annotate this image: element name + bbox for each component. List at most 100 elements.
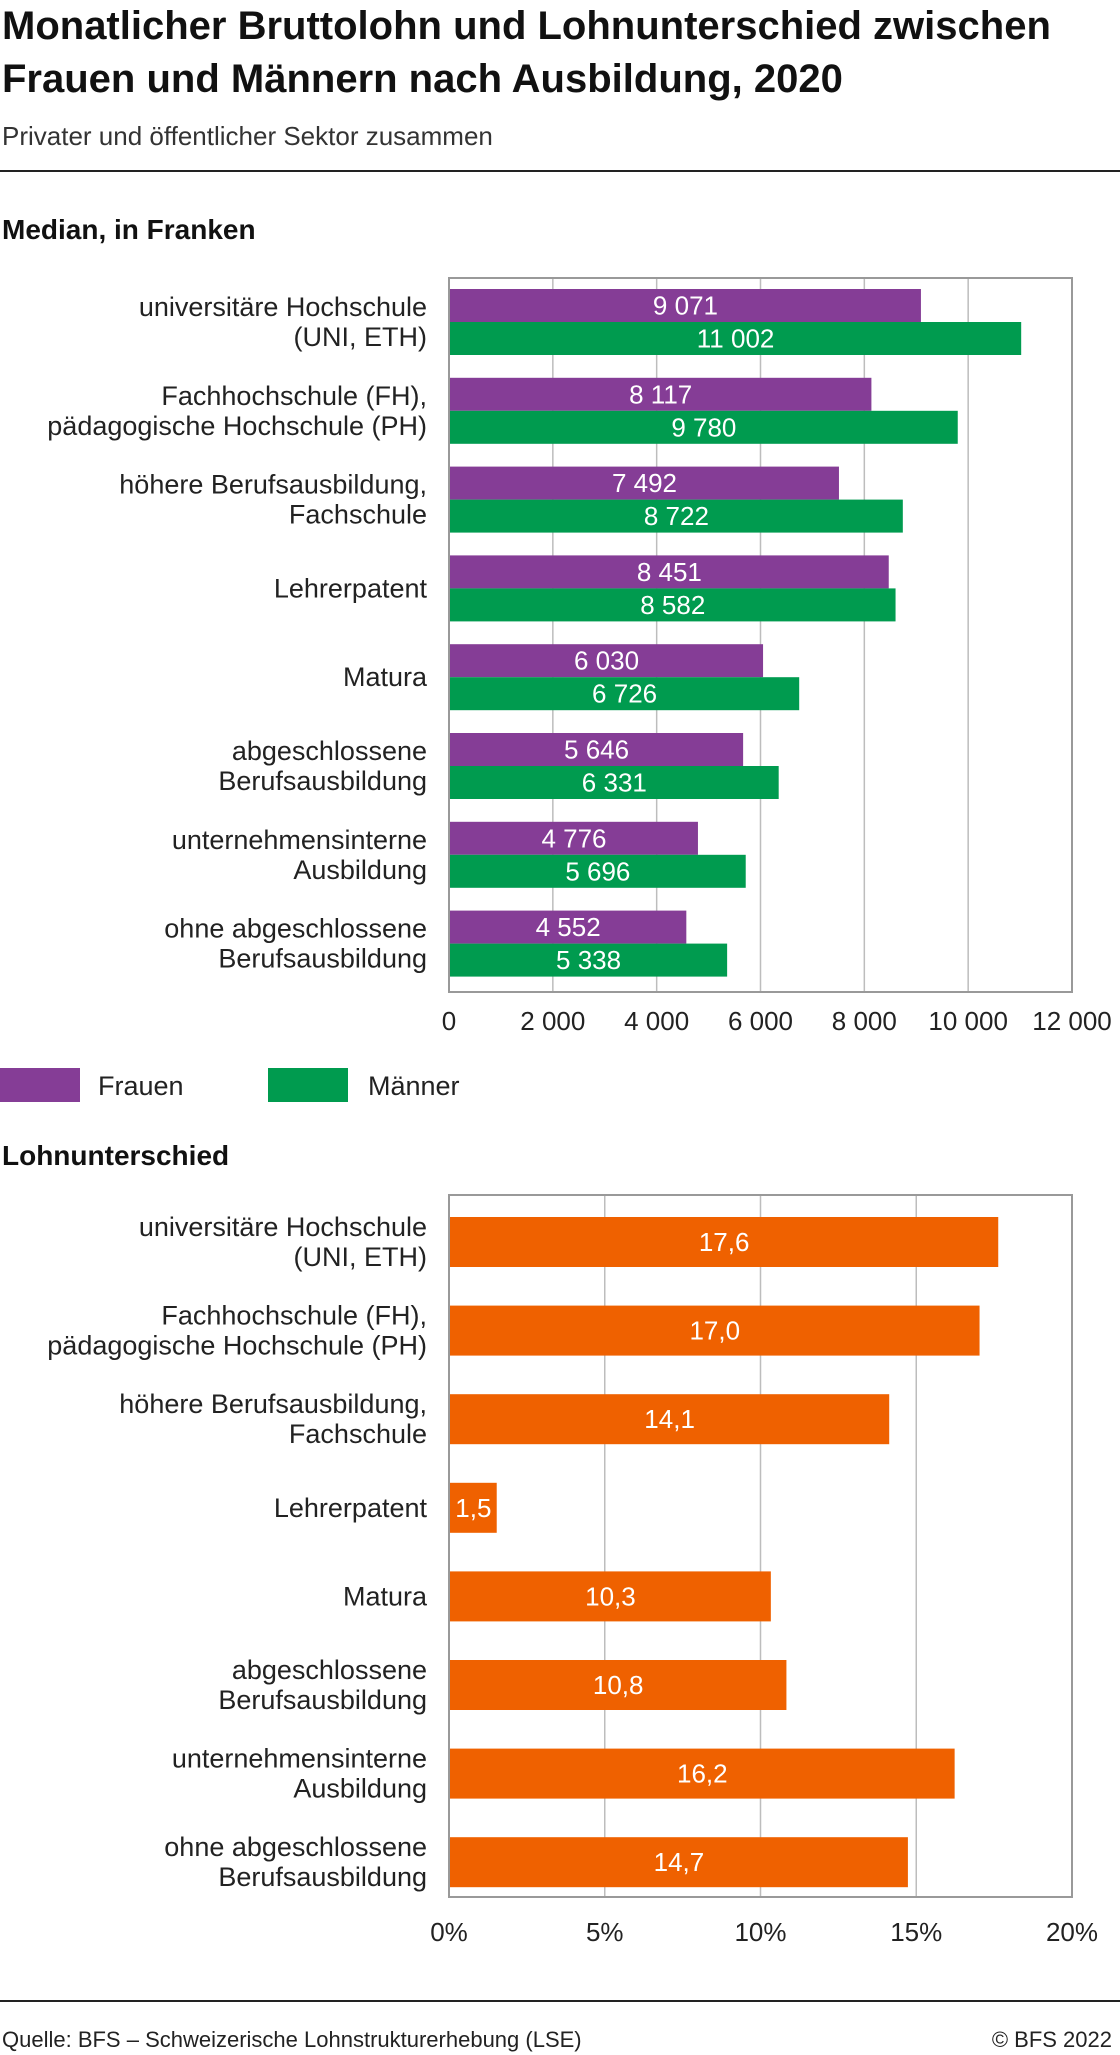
tick-label: 20% [1046,1917,1098,1947]
category-label: Berufsausbildung [218,766,427,796]
bar [450,1837,908,1888]
bar [450,1305,980,1356]
category-label: Ausbildung [293,855,427,885]
tick-label: 10% [734,1917,786,1947]
tick-label: 2 000 [520,1006,585,1036]
category-label: Berufsausbildung [218,1685,427,1715]
tick-label: 6 000 [728,1006,793,1036]
copyright: © BFS 2022 [991,2027,1112,2052]
data-label: 6 331 [582,768,647,798]
data-label: 5 696 [565,856,630,886]
data-label: 8 722 [644,501,709,531]
gap-section-title: Lohnunterschied [2,1140,230,1171]
category-label: Fachhochschule (FH), [161,381,427,411]
chart-subtitle: Privater und öffentlicher Sektor zusamme… [2,121,493,151]
bar [450,499,903,533]
category-label: Lehrerpatent [274,1493,428,1523]
legend-label-maenner: Männer [368,1071,460,1101]
legend-label-frauen: Frauen [98,1071,184,1101]
category-label: (UNI, ETH) [294,1242,427,1272]
category-label: Berufsausbildung [218,944,427,974]
bar [450,733,744,766]
data-label: 14,1 [644,1404,695,1434]
bar [450,588,896,622]
plot-frame [448,277,1073,993]
category-label: unternehmensinterne [172,825,427,855]
plot-frame [448,1194,1073,1898]
data-label: 16,2 [677,1759,728,1789]
data-label: 17,0 [689,1316,740,1346]
data-label: 8 451 [637,557,702,587]
data-label: 17,6 [699,1227,750,1257]
bar [450,1748,955,1799]
bar [450,555,889,589]
category-label: höhere Berufsausbildung, [119,1389,427,1419]
category-label: Fachschule [289,500,427,530]
data-label: 6 030 [574,646,639,676]
category-label: pädagogische Hochschule (PH) [47,411,427,441]
source-note: Quelle: BFS – Schweizerische Lohnstruktu… [2,2027,582,2052]
data-label: 14,7 [654,1847,705,1877]
data-label: 7 492 [612,468,677,498]
category-label: universitäre Hochschule [139,292,427,322]
category-label: pädagogische Hochschule (PH) [47,1331,427,1361]
data-label: 10,3 [585,1581,636,1611]
data-label: 5 646 [564,735,629,765]
category-label: universitäre Hochschule [139,1212,427,1242]
legend: Frauen Männer [0,1068,600,1108]
bar [450,910,687,944]
legend-swatch-maenner [268,1068,348,1102]
data-label: 1,5 [455,1493,491,1523]
category-label: unternehmensinterne [172,1744,427,1774]
category-label: Fachhochschule (FH), [161,1301,427,1331]
data-label: 8 117 [629,379,692,409]
top-divider [0,170,1120,172]
data-label: 9 071 [653,291,718,321]
bar [450,1660,787,1710]
legend-swatch-frauen [0,1068,80,1102]
wage-gap-chart: 17,6 universitäre Hochschule(UNI, ETH) 17,… [47,1194,1098,1947]
bar [450,377,872,411]
bar [450,1482,497,1533]
bar [450,821,698,855]
data-label: 6 726 [592,679,657,709]
bottom-divider [0,2000,1120,2002]
data-label: 9 780 [671,412,736,442]
data-label: 8 582 [640,590,705,620]
category-label: Matura [343,662,428,692]
tick-label: 5% [586,1917,624,1947]
tick-label: 8 000 [832,1006,897,1036]
category-label: ohne abgeschlossene [164,914,427,944]
data-label: 4 552 [536,912,601,942]
bar [450,410,958,444]
median-section-title: Median, in Franken [2,214,256,245]
category-label: Lehrerpatent [274,573,428,603]
tick-label: 10 000 [928,1006,1008,1036]
bar [450,1571,771,1622]
data-label: 11 002 [697,324,775,354]
bar [450,644,764,678]
bar [450,854,746,888]
category-label: abgeschlossene [232,1655,427,1685]
category-label: (UNI, ETH) [294,322,427,352]
bar [450,322,1022,355]
bar [450,289,921,322]
category-label: Fachschule [289,1419,427,1449]
bar [450,466,839,500]
category-label: Ausbildung [293,1774,427,1804]
bar [450,1217,999,1267]
category-label: Matura [343,1581,428,1611]
category-label: abgeschlossene [232,736,427,766]
bar [450,677,800,711]
data-label: 5 338 [556,945,621,975]
tick-label: 0% [430,1917,468,1947]
tick-label: 0 [442,1006,456,1036]
category-label: höhere Berufsausbildung, [119,470,427,500]
tick-label: 15% [890,1917,942,1947]
bar [450,766,779,799]
data-label: 10,8 [593,1670,644,1700]
tick-label: 12 000 [1032,1006,1112,1036]
chart-title: Monatlicher Bruttolohn und Lohnunterschi… [2,4,1051,101]
tick-label: 4 000 [624,1006,689,1036]
